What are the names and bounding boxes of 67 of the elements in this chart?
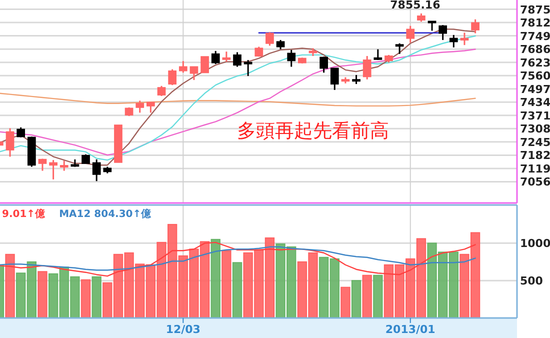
candlestick: [233, 51, 242, 68]
y-tick-label: 7560: [520, 70, 550, 83]
y-tick-label: 7182: [520, 149, 550, 162]
y-tick-label: 1000: [520, 237, 550, 250]
candlestick: [211, 50, 220, 65]
y-tick-label: 7308: [520, 122, 550, 136]
bar: [232, 262, 242, 318]
x-tick-label: 12/03: [166, 323, 200, 336]
candlestick: [49, 159, 58, 180]
line-series: [0, 92, 476, 107]
candlestick: [276, 39, 285, 50]
candlestick: [244, 59, 252, 77]
bar: [373, 274, 383, 318]
line-series: [0, 242, 476, 277]
candlestick: [287, 49, 296, 68]
bar: [210, 238, 220, 318]
y-tick-label: 7119: [520, 162, 550, 176]
candlestick: [190, 66, 198, 81]
y-tick-label: 7812: [520, 16, 550, 30]
candlestick: [38, 158, 47, 172]
bar: [38, 271, 48, 318]
bar: [351, 280, 362, 318]
candlestick: [157, 85, 166, 97]
candlestick: [460, 32, 469, 46]
y-tick-label: 7623: [520, 56, 550, 70]
candlestick: [136, 100, 144, 114]
text: MA12 804.30↑億: [59, 208, 152, 220]
candlestick: [200, 56, 209, 74]
bar: [222, 250, 232, 318]
candlestick: [178, 60, 188, 74]
candlestick: [82, 154, 90, 164]
candlestick: [406, 25, 415, 44]
candlestick: [16, 126, 26, 138]
bar: [362, 274, 372, 318]
annotation: 多頭再起先看前高: [237, 120, 389, 142]
candlestick: [471, 18, 480, 34]
y-tick-label: 7434: [520, 96, 550, 110]
y-tick-label: 7749: [520, 30, 550, 43]
candlestick: [438, 24, 448, 41]
candlestick: [266, 31, 274, 46]
y-tick-label: 7245: [520, 136, 550, 149]
x-tick-label: 2013/01: [385, 323, 436, 336]
candlestick: [330, 67, 339, 91]
candlestick: [146, 102, 155, 114]
y-tick-label: 7686: [520, 43, 550, 56]
candlestick: [395, 42, 404, 55]
candlestick: [92, 158, 101, 182]
candlestick: [60, 160, 68, 172]
bar: [92, 276, 102, 318]
candlestick: [362, 55, 372, 80]
candlestick: [428, 20, 436, 32]
annotation: 7855.16: [390, 0, 441, 12]
candlestick: [449, 34, 458, 48]
line-series: [0, 246, 476, 271]
bar: [340, 286, 350, 318]
candlestick: [6, 127, 14, 158]
bar: [80, 279, 91, 318]
text: 9.01↑億: [2, 208, 46, 220]
candlestick: [168, 68, 177, 86]
y-tick-label: 7371: [520, 109, 550, 122]
candlestick: [320, 56, 328, 74]
y-tick-label: 7875: [520, 3, 550, 16]
candlestick: [222, 50, 231, 62]
y-tick-label: 7497: [520, 82, 550, 96]
y-tick-label: 7056: [520, 176, 550, 189]
candlestick: [352, 74, 360, 85]
y-tick-label: 500: [520, 274, 544, 288]
